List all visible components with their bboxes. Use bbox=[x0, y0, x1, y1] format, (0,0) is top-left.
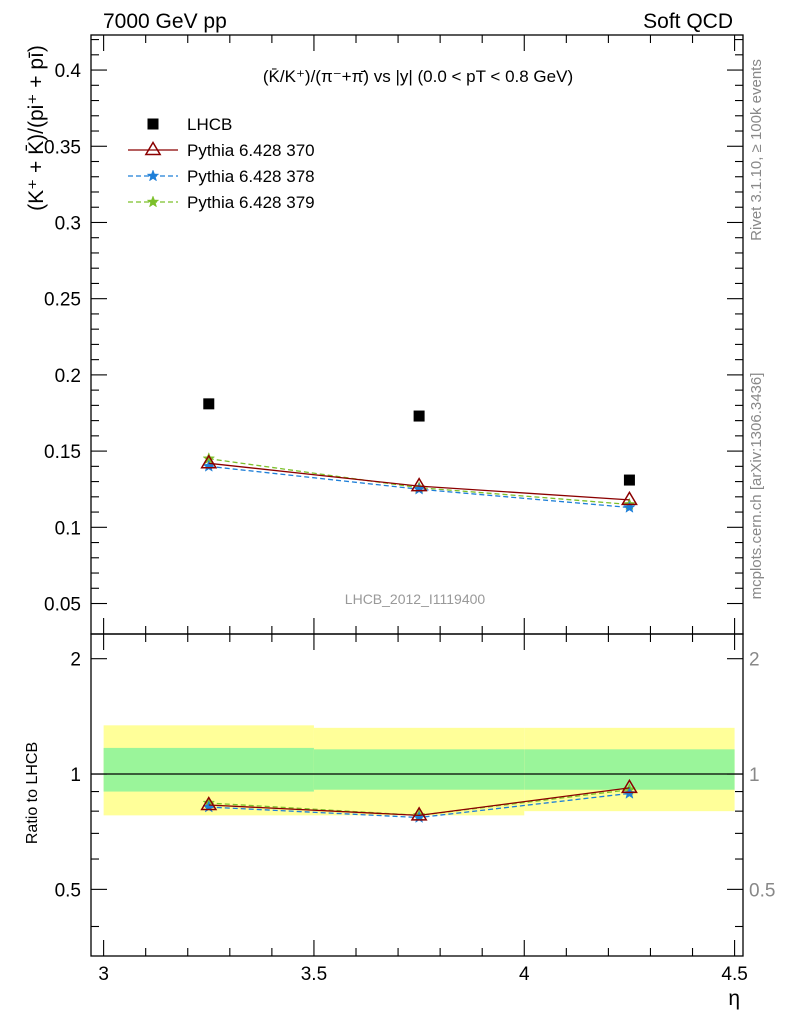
header-right-label: Soft QCD bbox=[643, 10, 733, 33]
x-tick-label: 4.5 bbox=[721, 964, 747, 985]
series-line-pythia-6-428-370 bbox=[208, 462, 630, 501]
main-y-axis-label: (K⁺ + K̄)/(pi⁺ + pī) bbox=[25, 45, 48, 211]
ratio-y-axis-label: Ratio to LHCB bbox=[24, 742, 41, 844]
ratio-panel-frame bbox=[90, 633, 744, 957]
ratio-point-pythia-6-428-370 bbox=[200, 796, 218, 811]
ratio-y-tick-label: 0.5 bbox=[55, 880, 81, 901]
main-y-tick-label: 0.35 bbox=[44, 137, 81, 158]
main-y-tick-label: 0.1 bbox=[55, 518, 81, 539]
stat-uncertainty-band bbox=[103, 747, 314, 792]
data-point-lhcb bbox=[203, 398, 215, 410]
legend-label-pythia-6-428-370: Pythia 6.428 370 bbox=[187, 141, 315, 160]
ratio-y-tick-label: 1 bbox=[70, 765, 81, 786]
ratio-y-tick-label-right: 1 bbox=[749, 765, 760, 786]
header-left-label: 7000 GeV pp bbox=[103, 10, 227, 33]
data-point-pythia-6-428-370 bbox=[620, 490, 638, 506]
ratio-point-pythia-6-428-370 bbox=[410, 806, 428, 821]
x-tick-label: 3.5 bbox=[301, 964, 327, 985]
legend-marker-pythia-6-428-370 bbox=[144, 141, 162, 156]
x-axis-label: η bbox=[728, 987, 740, 1010]
ratio-y-tick-label: 2 bbox=[70, 650, 81, 671]
legend-label-pythia-6-428-378: Pythia 6.428 378 bbox=[187, 167, 315, 186]
main-y-tick-label: 0.4 bbox=[55, 61, 82, 82]
x-tick-label: 3 bbox=[98, 964, 109, 985]
legend: LHCB Pythia 6.428 370 Pythia 6.428 378 Pyth… bbox=[128, 115, 315, 212]
main-plot-title: (K̄/K⁺)/(π⁻+π̄) vs |y| (0.0 < pT < 0.8 G… bbox=[263, 67, 573, 86]
main-y-tick-label: 0.25 bbox=[44, 290, 81, 311]
main-y-tick-label: 0.05 bbox=[44, 595, 81, 616]
x-tick-label: 4 bbox=[519, 964, 530, 985]
legend-label-lhcb: LHCB bbox=[187, 115, 232, 134]
stat-uncertainty-band bbox=[524, 749, 735, 790]
ratio-point-pythia-6-428-370 bbox=[620, 778, 638, 794]
watermark-analysis-id: LHCB_2012_I1119400 bbox=[345, 591, 486, 607]
main-y-tick-label: 0.15 bbox=[44, 442, 81, 463]
legend-marker-pythia-6-428-378 bbox=[146, 169, 160, 182]
mcplots-reference-label: mcplots.cern.ch [arXiv:1306.3436] bbox=[748, 373, 765, 600]
data-point-pythia-6-428-370 bbox=[200, 454, 218, 469]
rivet-version-label: Rivet 3.1.10, ≥ 100k events bbox=[748, 59, 765, 241]
axis-ticks: 0.05 0.1 0.15 0.2 0.25 0.3 0.35 0.4 3 3.5 4 4.5 0.5 0… bbox=[44, 35, 775, 985]
main-y-tick-label: 0.3 bbox=[55, 213, 81, 234]
data-point-lhcb bbox=[623, 474, 635, 486]
ratio-y-tick-label-right: 2 bbox=[749, 650, 760, 671]
data-point-pythia-6-428-378 bbox=[623, 500, 636, 513]
stat-uncertainty-band bbox=[313, 749, 525, 790]
data-point-pythia-6-428-370 bbox=[410, 477, 428, 492]
legend-label-pythia-6-428-379: Pythia 6.428 379 bbox=[187, 193, 315, 212]
ratio-y-tick-label-right: 0.5 bbox=[749, 880, 775, 901]
legend-marker-lhcb bbox=[147, 118, 159, 130]
legend-marker-pythia-6-428-379 bbox=[146, 195, 160, 208]
data-point-lhcb bbox=[413, 410, 425, 422]
ratio-plot-area bbox=[200, 778, 638, 823]
ratio-line-pythia-6-428-370 bbox=[208, 787, 630, 817]
main-plot-area bbox=[200, 398, 638, 513]
main-y-tick-label: 0.2 bbox=[55, 366, 81, 387]
ratio-uncertainty-bands bbox=[91, 725, 743, 816]
